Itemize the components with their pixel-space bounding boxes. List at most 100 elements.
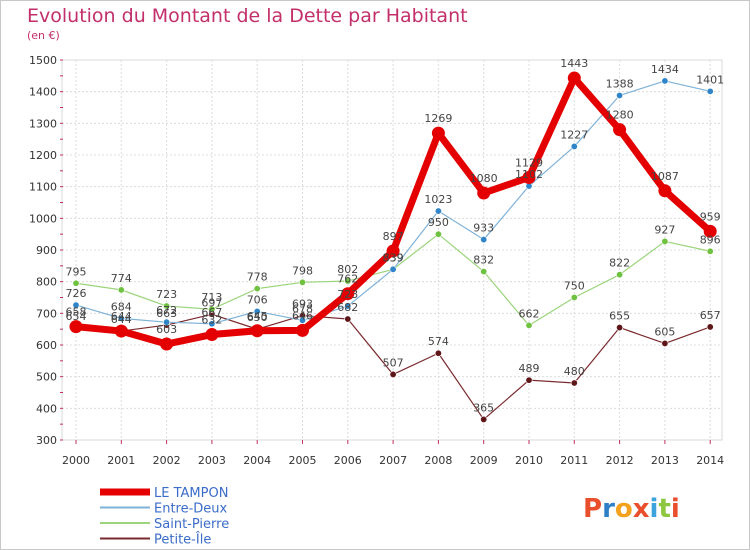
data-label: 1023: [424, 193, 452, 206]
y-tick-label: 1200: [29, 149, 57, 162]
y-tick-label: 1300: [29, 117, 57, 130]
data-point: [69, 320, 83, 334]
x-tick-label: 2001: [107, 454, 135, 467]
data-point: [525, 376, 533, 384]
data-point: [72, 279, 80, 287]
data-point: [389, 265, 397, 273]
data-label: 1388: [606, 77, 634, 90]
proxiti-logo: Proxiti: [583, 494, 680, 524]
data-label: 574: [428, 335, 449, 348]
x-tick-label: 2008: [424, 454, 452, 467]
x-tick-label: 2011: [560, 454, 588, 467]
data-point: [434, 207, 442, 215]
y-tick-label: 900: [36, 244, 57, 257]
x-tick-label: 2013: [651, 454, 679, 467]
data-label: 657: [700, 309, 721, 322]
data-label: 645: [247, 310, 268, 323]
data-point: [72, 301, 80, 309]
x-tick-label: 2010: [515, 454, 543, 467]
x-tick-label: 2012: [606, 454, 634, 467]
data-point: [117, 286, 125, 294]
logo-letter: P: [583, 494, 602, 524]
data-label: 1129: [515, 156, 543, 169]
y-tick-label: 1000: [29, 212, 57, 225]
data-point: [567, 71, 581, 85]
data-label: 774: [111, 272, 132, 285]
y-tick-label: 500: [36, 371, 57, 384]
logo-letter: i: [650, 494, 659, 524]
x-tick-label: 2003: [198, 454, 226, 467]
data-label: 697: [201, 296, 222, 309]
data-label: 684: [111, 300, 132, 313]
data-label: 678: [292, 302, 313, 315]
data-label: 726: [66, 287, 87, 300]
data-label: 365: [473, 401, 494, 414]
y-tick-label: 1100: [29, 181, 57, 194]
data-label: 632: [201, 314, 222, 327]
x-tick-label: 2004: [243, 454, 271, 467]
data-label: 1443: [560, 57, 588, 70]
data-label: 839: [383, 251, 404, 264]
data-point: [658, 184, 672, 198]
data-point: [389, 370, 397, 378]
legend-label: Saint-Pierre: [154, 517, 229, 532]
data-point: [344, 315, 352, 323]
data-label: 950: [428, 216, 449, 229]
data-label: 658: [66, 306, 87, 319]
data-point: [298, 316, 306, 324]
data-point: [344, 302, 352, 310]
data-labels: 654 644 663 697 650 693 682 507 574 365 489 480 655 6…: [66, 57, 725, 414]
data-point: [434, 349, 442, 357]
data-label: 1102: [515, 168, 543, 181]
data-point: [703, 224, 717, 238]
data-label: 933: [473, 222, 494, 235]
data-point: [480, 268, 488, 276]
data-point: [208, 320, 216, 328]
data-point: [480, 236, 488, 244]
data-label: 832: [473, 254, 494, 267]
data-label: 644: [111, 313, 132, 326]
chart-title: Evolution du Montant de la Dette par Hab…: [27, 5, 468, 27]
data-label: 750: [564, 280, 585, 293]
data-label: 723: [337, 288, 358, 301]
data-label: 1401: [696, 73, 724, 86]
data-label: 795: [66, 265, 87, 278]
x-tick-label: 2007: [379, 454, 407, 467]
data-label: 802: [337, 263, 358, 276]
data-point: [114, 324, 128, 338]
data-point: [341, 287, 355, 301]
data-label: 480: [564, 365, 585, 378]
logo-letter: t: [658, 494, 670, 524]
data-point: [160, 337, 174, 351]
y-tick-label: 700: [36, 307, 57, 320]
data-label: 706: [247, 293, 268, 306]
data-point: [205, 328, 219, 342]
data-label: 650: [247, 311, 268, 324]
data-label: 1434: [651, 63, 679, 76]
data-label: 713: [201, 291, 222, 304]
logo-letter: x: [633, 494, 650, 524]
data-point: [431, 126, 445, 140]
data-point: [163, 302, 171, 310]
data-point: [570, 142, 578, 150]
data-label: 646: [292, 309, 313, 322]
x-tick-label: 2014: [696, 454, 724, 467]
data-point: [253, 285, 261, 293]
x-tick-label: 2000: [62, 454, 90, 467]
data-label: 896: [700, 233, 721, 246]
data-point: [117, 314, 125, 322]
data-point: [706, 323, 714, 331]
data-label: 662: [519, 307, 540, 320]
data-point: [525, 321, 533, 329]
series-group: [69, 71, 717, 423]
data-label: 1269: [424, 112, 452, 125]
data-point: [661, 237, 669, 245]
data-point: [706, 247, 714, 255]
data-label: 654: [66, 310, 87, 323]
y-tick-label: 300: [36, 434, 57, 447]
logo-letter: o: [615, 494, 633, 524]
legend-label: LE TAMPON: [154, 486, 228, 501]
data-point: [250, 324, 264, 338]
x-tick-label: 2009: [470, 454, 498, 467]
